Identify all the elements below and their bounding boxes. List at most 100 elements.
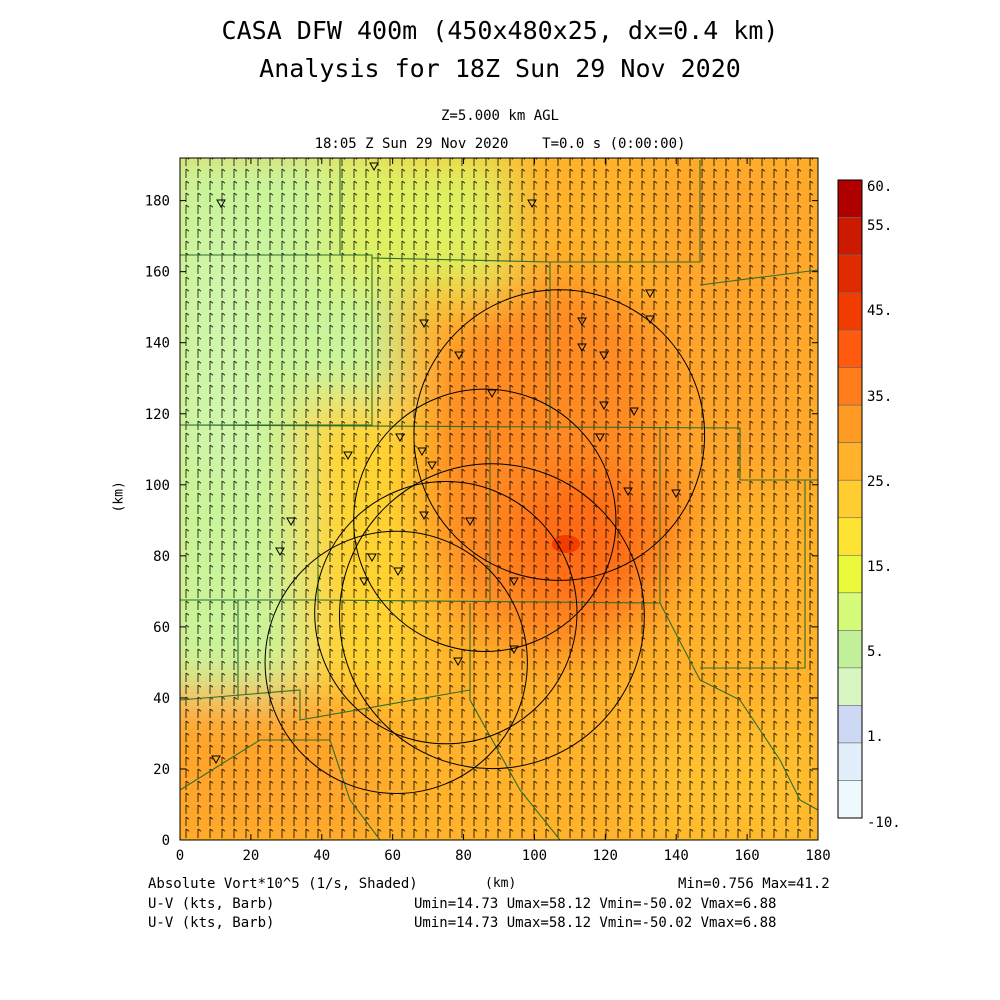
y-tick-label: 80 [153, 549, 170, 565]
y-axis-label: (km) [111, 481, 127, 513]
county-line-sw-1 [180, 689, 471, 721]
colorbar-labels: 60. 55. 45. 35. 25. 15. 5. 1. -10. [867, 179, 901, 831]
y-tick-label: 0 [162, 833, 170, 849]
x-tick-label: 100 [522, 848, 547, 864]
x-tick-label: 80 [455, 848, 472, 864]
colorbar-swatch [837, 517, 863, 556]
county-line-mid [180, 424, 818, 481]
footer-field-label: Absolute Vort*10^5 (1/s, Shaded) [148, 876, 418, 892]
colorbar-frame [837, 179, 863, 819]
footer-vector2-label: U-V (kts, Barb) [148, 915, 275, 931]
site-marker [487, 389, 497, 399]
colorbar-swatch [837, 630, 863, 669]
x-tick-label: 180 [805, 848, 830, 864]
x-tick-label: 160 [734, 848, 759, 864]
county-line-east [700, 480, 806, 669]
colorbar-swatch [837, 554, 863, 594]
x-tick-label: 0 [176, 848, 184, 864]
y-tick-label: 20 [153, 762, 170, 778]
y-tick-label: 160 [145, 265, 170, 281]
site-marker [419, 511, 429, 521]
colorbar-label: -10. [867, 815, 901, 831]
site-marker [645, 315, 655, 325]
colorbar-swatch [837, 254, 863, 293]
x-axis-label: (km) [485, 876, 517, 891]
colorbar-swatch [837, 479, 863, 519]
footer-minmax: Min=0.756 Max=41.2 [678, 876, 830, 892]
site-marker [623, 487, 633, 497]
colorbar-label: 25. [867, 474, 892, 490]
site-marker [359, 577, 369, 587]
y-tick-label: 60 [153, 620, 170, 636]
y-tick-label: 120 [145, 407, 170, 423]
footer-vector2-stats: Umin=14.73 Umax=58.12 Vmin=-50.02 Vmax=6… [414, 915, 777, 931]
site-marker [211, 755, 221, 765]
y-tick-label: 100 [145, 478, 170, 494]
site-marker [343, 451, 353, 461]
colorbar [837, 179, 863, 819]
range-ring [264, 530, 528, 795]
wind-barbs [180, 158, 818, 840]
footer-vector1-stats: Umin=14.73 Umax=58.12 Vmin=-50.02 Vmax=6… [414, 896, 777, 912]
colorbar-swatch [837, 667, 863, 706]
site-marker [509, 577, 519, 587]
county-line-sw-2 [180, 739, 381, 840]
county-line-south [469, 603, 561, 840]
colorbar-label: 1. [867, 729, 884, 745]
site-marker [454, 351, 464, 361]
colorbar-label: 45. [867, 303, 892, 319]
site-marker [595, 433, 605, 443]
site-marker [275, 547, 285, 557]
site-marker [395, 433, 405, 443]
county-line-trinity-river [659, 602, 818, 811]
county-line-ne-2 [699, 269, 818, 286]
site-marker [417, 447, 427, 457]
colorbar-swatch [837, 705, 863, 744]
footer-vector1-label: U-V (kts, Barb) [148, 896, 275, 912]
y-tick-label: 140 [145, 336, 170, 352]
range-ring [413, 289, 706, 581]
colorbar-label: 60. [867, 179, 892, 195]
colorbar-swatch [837, 217, 863, 256]
site-marker [629, 407, 639, 417]
colorbar-label: 35. [867, 389, 892, 405]
site-marker [599, 351, 609, 361]
colorbar-swatch [837, 780, 863, 819]
site-marker [599, 401, 609, 411]
site-marker [465, 517, 475, 527]
site-marker [453, 657, 463, 667]
y-tick-label: 180 [145, 194, 170, 210]
colorbar-label: 15. [867, 559, 892, 575]
site-marker [216, 199, 226, 209]
y-tick-label: 40 [153, 691, 170, 707]
site-marker [645, 289, 655, 299]
colorbar-swatch [837, 179, 863, 218]
x-tick-label: 120 [593, 848, 618, 864]
colorbar-swatch [837, 329, 863, 368]
site-marker [286, 517, 296, 527]
x-tick-label: 60 [384, 848, 401, 864]
range-ring [314, 481, 578, 745]
y-axis-ticks: 0 20 40 60 80 100 120 140 160 180 [145, 194, 818, 849]
x-tick-label: 40 [313, 848, 330, 864]
x-tick-label: 140 [664, 848, 689, 864]
colorbar-swatch [837, 442, 863, 481]
site-marker [509, 645, 519, 655]
x-tick-label: 20 [242, 848, 259, 864]
range-ring [339, 463, 645, 770]
colorbar-label: 5. [867, 644, 884, 660]
colorbar-swatch [837, 742, 863, 781]
colorbar-label: 55. [867, 218, 892, 234]
x-axis-ticks: 0 20 40 60 80 100 120 140 160 180 [176, 158, 831, 864]
valid-time-label: 18:05 Z Sun 29 Nov 2020 T=0.0 s (0:00:00… [314, 136, 686, 152]
range-ring [353, 388, 617, 652]
site-marker [671, 489, 681, 499]
site-marker [527, 199, 537, 209]
site-marker [369, 162, 379, 172]
plot-frame [179, 157, 819, 841]
title-line-1: CASA DFW 400m (450x480x25, dx=0.4 km) [221, 16, 779, 45]
site-marker [367, 553, 377, 563]
colorbar-swatch [837, 404, 863, 444]
colorbar-swatch [837, 292, 863, 331]
